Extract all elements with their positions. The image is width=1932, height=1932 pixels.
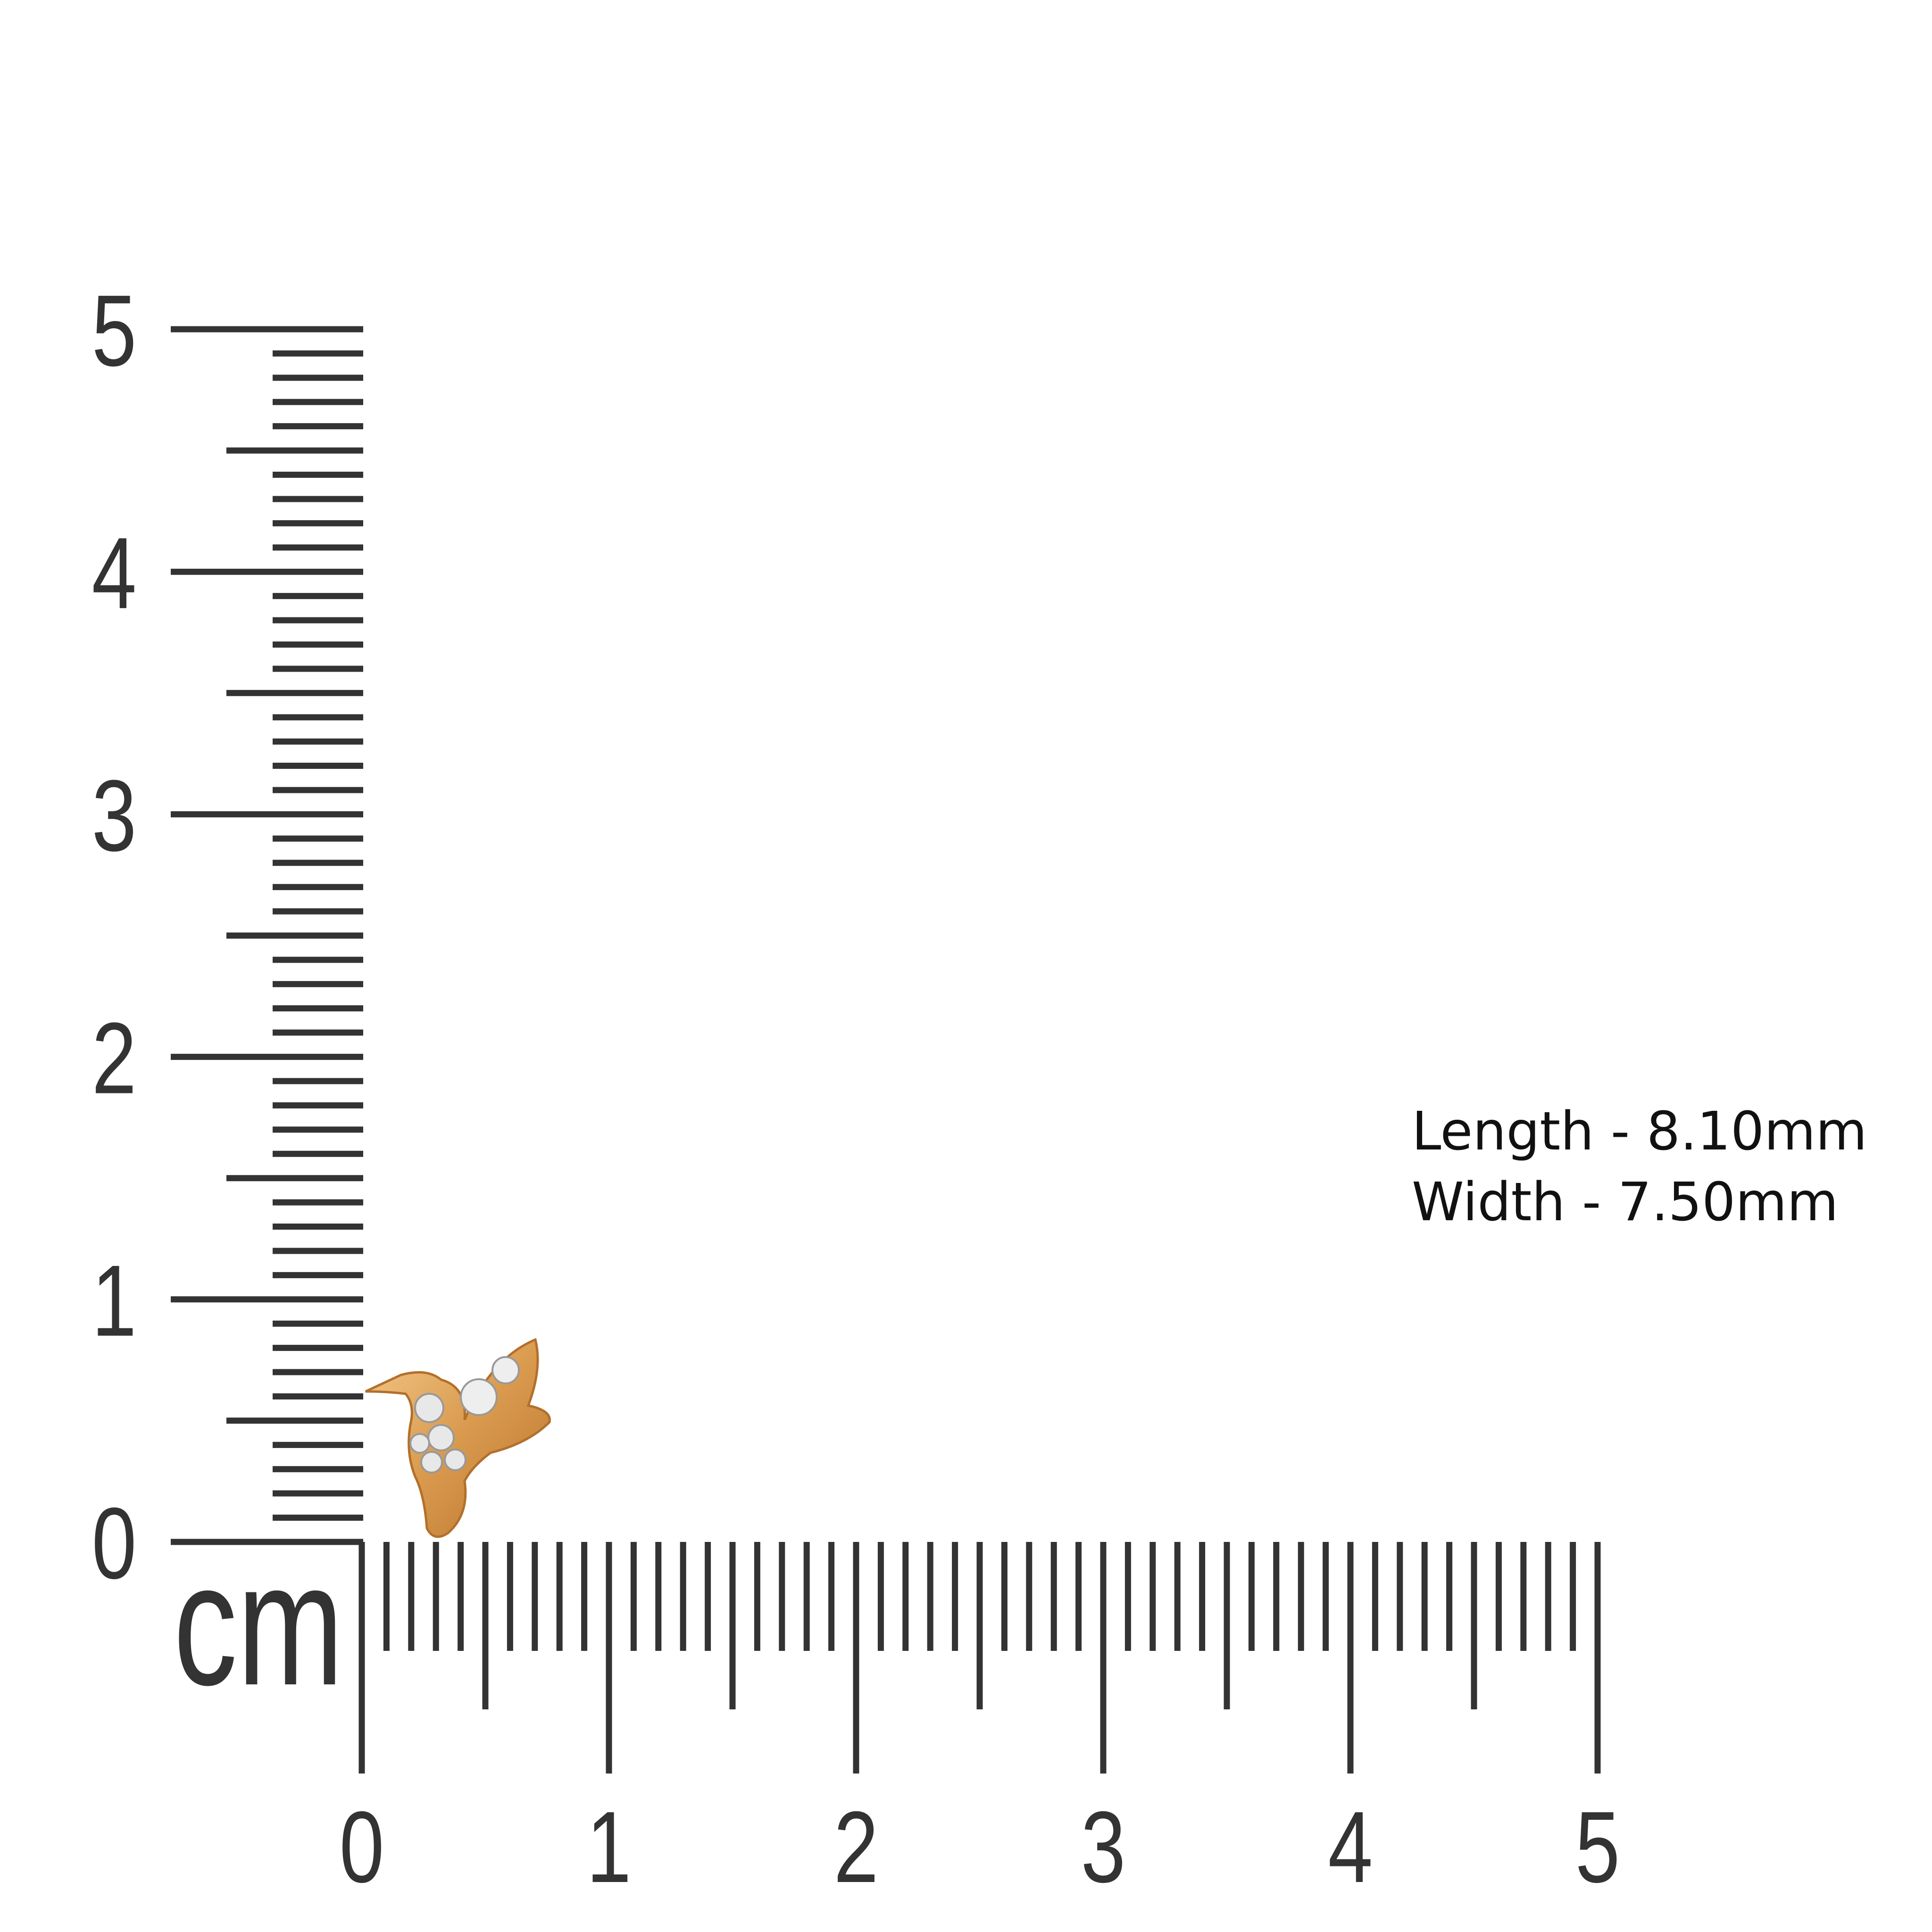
- x-label: 3: [1081, 1790, 1126, 1904]
- ruler-ticks: [171, 326, 1601, 1774]
- x-label: 5: [1575, 1790, 1620, 1904]
- diamond: [414, 1393, 444, 1423]
- y-label: 5: [92, 274, 137, 387]
- x-label: 4: [1328, 1790, 1373, 1904]
- x-label: 1: [587, 1790, 632, 1904]
- diamond: [420, 1451, 443, 1474]
- x-label: 2: [834, 1790, 879, 1904]
- length-label: Length - 8.10mm: [1412, 1101, 1867, 1162]
- unit-label: cm: [174, 1527, 343, 1722]
- y-label: 3: [92, 758, 137, 872]
- x-label: 0: [340, 1790, 384, 1904]
- y-label: 4: [92, 516, 137, 630]
- diamond: [427, 1424, 455, 1451]
- diamond: [444, 1449, 466, 1471]
- diamond: [460, 1378, 498, 1416]
- diamond: [409, 1433, 430, 1454]
- hummingbird-earring: [365, 1338, 551, 1538]
- y-label: 2: [92, 1001, 137, 1115]
- y-label: 1: [92, 1244, 137, 1357]
- width-label: Width - 7.50mm: [1412, 1172, 1839, 1233]
- diamond: [491, 1356, 520, 1384]
- y-label: 0: [92, 1486, 137, 1600]
